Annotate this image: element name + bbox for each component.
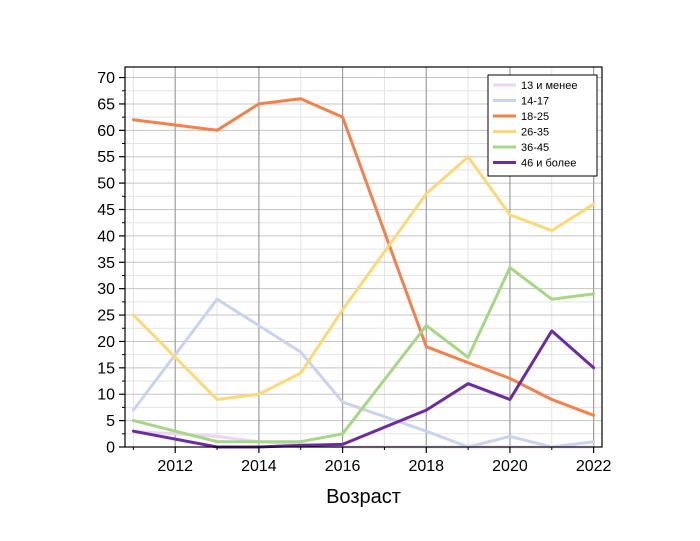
x-tick-label: 2014	[241, 458, 277, 475]
y-tick-label: 45	[97, 202, 115, 219]
y-tick-label: 55	[97, 149, 115, 166]
y-tick-label: 0	[106, 440, 115, 457]
legend-box	[487, 74, 598, 177]
y-tick-label: 25	[97, 308, 115, 325]
legend-label: 26-35	[521, 127, 549, 139]
series-line	[131, 266, 596, 444]
legend-label: 14-17	[521, 96, 549, 108]
y-tick-label: 20	[97, 334, 115, 351]
y-tick-label: 65	[97, 96, 115, 113]
legend-label: 18-25	[521, 111, 549, 123]
x-tick-label: 2018	[408, 458, 444, 475]
x-tick-label: 2020	[492, 458, 528, 475]
x-tick-label: 2012	[157, 458, 193, 475]
plot-frame	[124, 66, 603, 448]
legend-label: 36-45	[521, 142, 549, 154]
y-tick-label: 10	[97, 387, 115, 404]
x-tick-label: 2016	[325, 458, 361, 475]
y-tick-label: 70	[97, 70, 115, 87]
legend-label: 46 и более	[521, 158, 576, 170]
y-tick-label: 50	[97, 176, 115, 193]
series-line	[131, 97, 596, 417]
legend-label: 13 и менее	[521, 80, 577, 92]
x-tick-label: 2022	[576, 458, 612, 475]
y-tick-label: 30	[97, 281, 115, 298]
y-tick-label: 40	[97, 228, 115, 245]
series-lines	[131, 97, 596, 449]
y-tick-label: 35	[97, 255, 115, 272]
axes: 0 5 10 15 20 25 30 35 40 45 50 55 60 65 70 2012 2014 2016…	[97, 70, 611, 475]
x-axis-label: Возраст	[326, 486, 401, 508]
y-tick-label: 60	[97, 123, 115, 140]
series-line	[131, 297, 596, 449]
y-tick-label: 15	[97, 360, 115, 377]
legend: 13 и менее 14-17 18-25 26-35 36-45 46 и более	[487, 74, 598, 177]
series-line	[131, 155, 596, 401]
y-tick-label: 5	[106, 413, 115, 430]
series-line	[131, 329, 596, 449]
